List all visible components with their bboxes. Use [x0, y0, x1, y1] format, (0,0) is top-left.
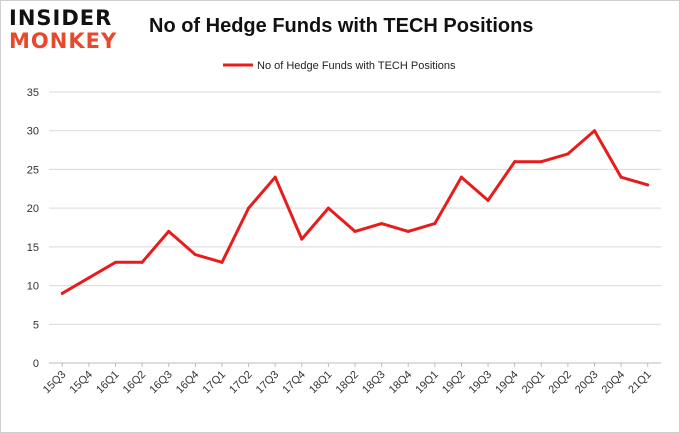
y-axis: 0 5 10 15 20 25 30 35 [27, 87, 39, 370]
data-point [114, 260, 118, 264]
x-tick-label: 16Q4 [174, 369, 202, 397]
insider-monkey-logo: INSIDER MONKEY [9, 6, 129, 54]
x-tick-label: 21Q1 [626, 369, 654, 397]
y-tick-label: 25 [27, 164, 39, 176]
series-line [60, 129, 650, 295]
data-point [406, 229, 410, 233]
x-tick-label: 18Q3 [360, 369, 388, 397]
data-point [380, 222, 384, 226]
data-point [353, 229, 357, 233]
x-tick-label: 19Q4 [493, 369, 521, 397]
data-point [486, 198, 490, 202]
logo-line2: MONKEY [9, 29, 118, 53]
y-tick-label: 20 [27, 203, 39, 215]
data-point [87, 276, 91, 280]
data-point [247, 206, 251, 210]
legend-label: No of Hedge Funds with TECH Positions [257, 60, 456, 72]
data-point [326, 206, 330, 210]
data-point [273, 175, 277, 179]
x-tick-label: 16Q1 [94, 369, 122, 397]
x-tick-label: 19Q1 [413, 369, 441, 397]
x-tick-label: 17Q1 [201, 369, 229, 397]
x-tick-label: 18Q2 [334, 369, 362, 397]
x-tick-label: 16Q3 [147, 369, 175, 397]
data-point [433, 222, 437, 226]
plot-area [60, 129, 650, 295]
x-tick-label: 18Q1 [307, 369, 335, 397]
data-point [193, 253, 197, 257]
data-point [619, 175, 623, 179]
x-tick-label: 15Q4 [68, 369, 96, 397]
data-point [60, 291, 64, 295]
data-point [646, 183, 650, 187]
data-point [513, 160, 517, 164]
data-point [300, 237, 304, 241]
logo-line1: INSIDER [9, 6, 113, 30]
y-tick-label: 15 [27, 242, 39, 254]
data-point [566, 152, 570, 156]
x-tick-label: 20Q3 [573, 369, 601, 397]
data-point [539, 160, 543, 164]
y-tick-label: 5 [33, 319, 39, 331]
x-tick-label: 17Q3 [254, 369, 282, 397]
y-tick-label: 10 [27, 281, 39, 293]
x-tick-label: 17Q2 [227, 369, 255, 397]
y-tick-label: 0 [33, 358, 39, 370]
y-tick-label: 30 [27, 126, 39, 138]
data-point [459, 175, 463, 179]
x-tick-label: 20Q4 [600, 369, 628, 397]
y-tick-label: 35 [27, 87, 39, 99]
legend: No of Hedge Funds with TECH Positions [223, 60, 456, 72]
data-point [592, 129, 596, 133]
x-tick-label: 20Q2 [546, 369, 574, 397]
x-tick-label: 20Q1 [520, 369, 548, 397]
x-tick-label: 15Q3 [41, 369, 69, 397]
x-tick-label: 16Q2 [121, 369, 149, 397]
x-tick-label: 19Q2 [440, 369, 468, 397]
chart-title: No of Hedge Funds with TECH Positions [149, 15, 534, 37]
x-axis: 15Q3 15Q4 16Q1 16Q2 16Q3 16Q4 17Q1 17Q2 17Q3 17Q4… [41, 363, 654, 396]
x-tick-label: 17Q4 [280, 369, 308, 397]
gridlines [49, 91, 661, 364]
data-point [140, 260, 144, 264]
x-tick-label: 18Q4 [387, 369, 415, 397]
data-point [167, 229, 171, 233]
data-point [220, 260, 224, 264]
x-tick-label: 19Q3 [467, 369, 495, 397]
